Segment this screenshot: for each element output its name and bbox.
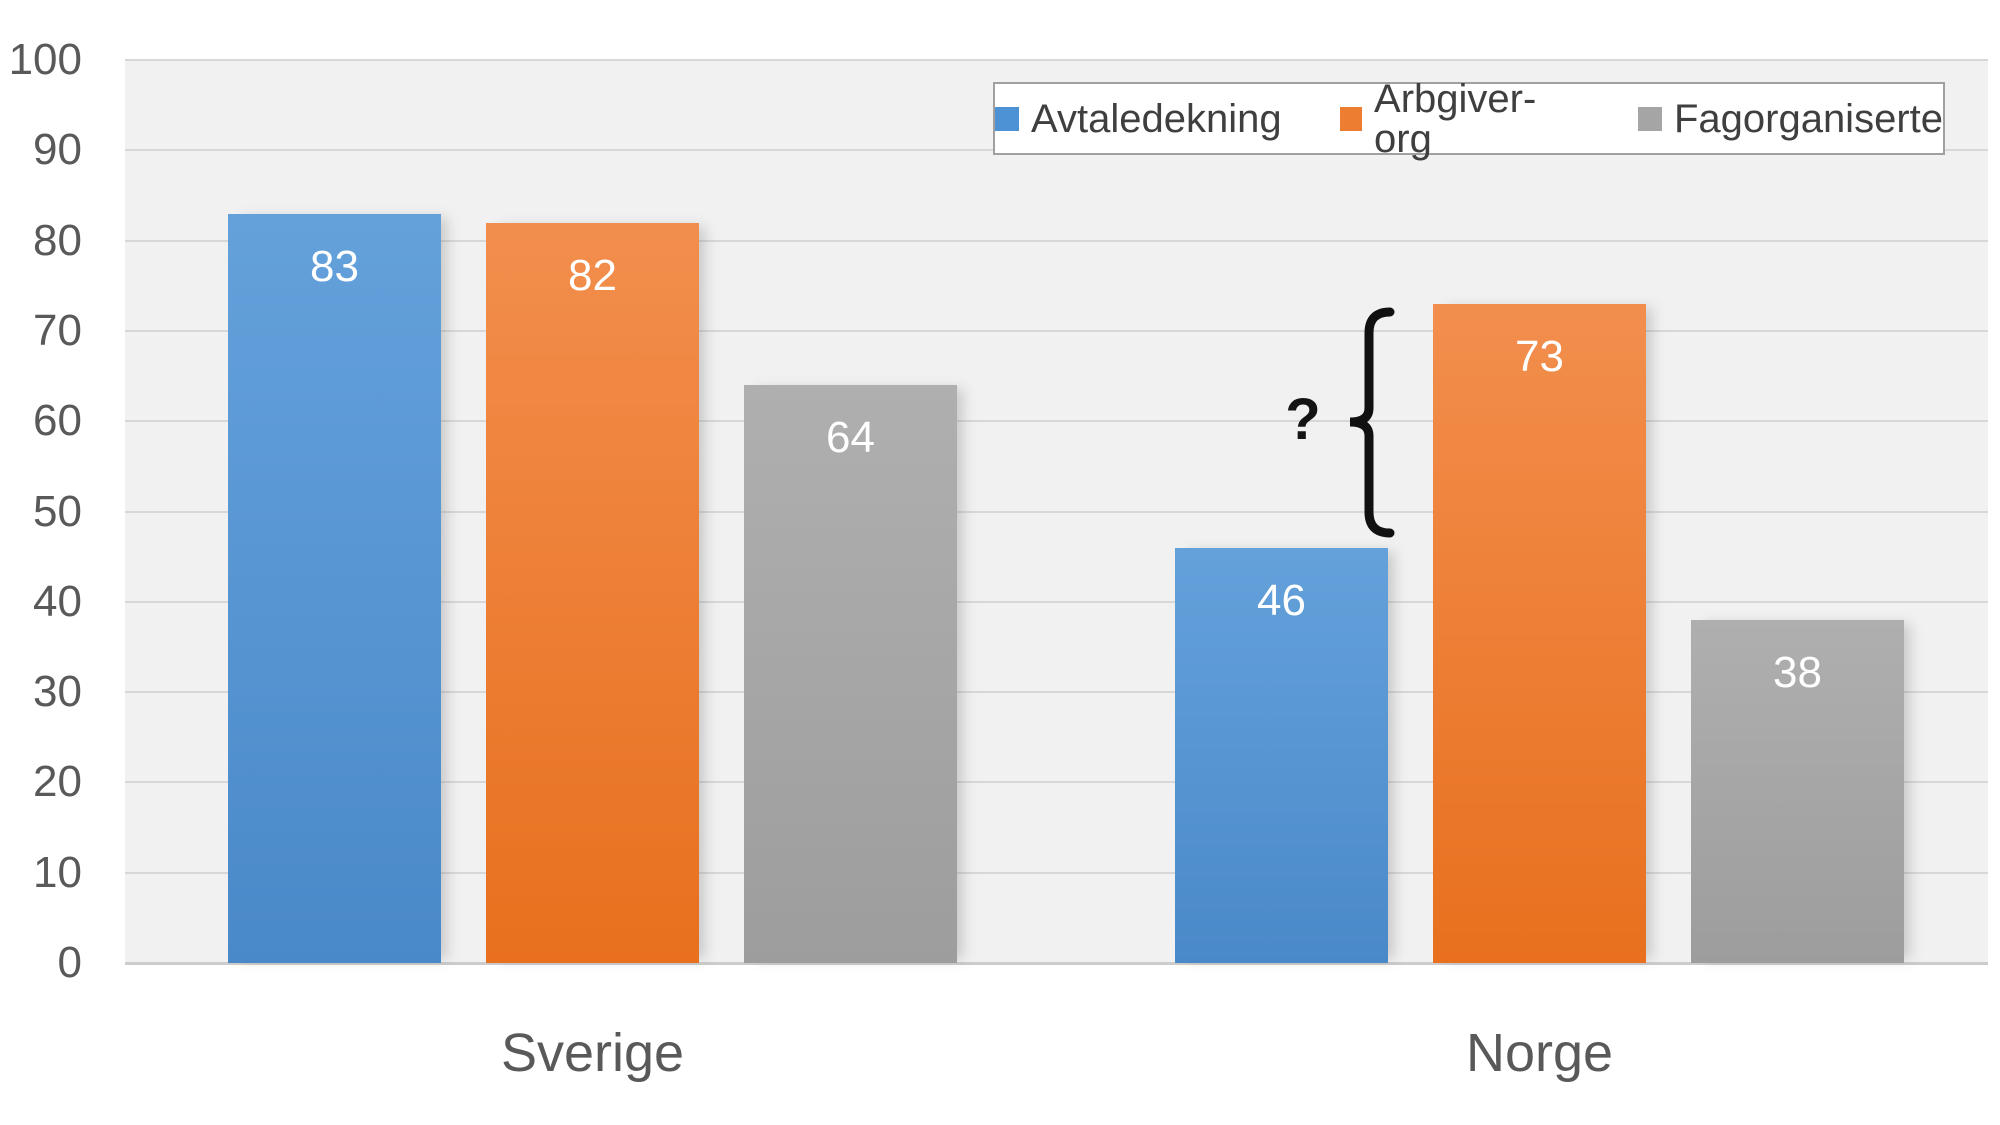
- question-mark-annotation: ?: [1285, 387, 1321, 452]
- gridline-60: [125, 420, 1988, 423]
- legend-item-fagorganiserte: Fagorganiserte: [1637, 96, 1943, 141]
- y-axis-tick-label: 10: [33, 847, 82, 897]
- bar-value-label: 73: [1515, 331, 1564, 381]
- y-axis-tick-label: 90: [33, 125, 82, 175]
- category-label-norge: Norge: [1465, 1023, 1614, 1083]
- bar-value-label: 64: [826, 413, 875, 463]
- gridline-40: [125, 600, 1988, 603]
- bar-avtaledekning-sverige: 83: [228, 213, 441, 963]
- gridline-30: [125, 691, 1988, 694]
- bar-avtaledekning-norge: 46: [1175, 547, 1388, 963]
- y-axis-tick-label: 80: [33, 215, 82, 265]
- gridline-20: [125, 781, 1988, 784]
- gridline-50: [125, 510, 1988, 513]
- gridline-10: [125, 871, 1988, 874]
- legend-swatch-icon: [1339, 106, 1363, 131]
- legend-label: Fagorganiserte: [1673, 96, 1943, 141]
- gridline-100: [125, 59, 1988, 61]
- y-axis-tick-label: 20: [33, 757, 82, 807]
- gridline-80: [125, 239, 1988, 242]
- bar-value-label: 38: [1773, 647, 1822, 697]
- brace-annotation-icon: [1349, 307, 1395, 538]
- bar-value-label: 83: [310, 241, 359, 291]
- gridline-70: [125, 329, 1988, 332]
- y-axis-tick-label: 50: [33, 486, 82, 536]
- legend-label: Avtaledekning: [1031, 96, 1282, 141]
- bar-value-label: 82: [568, 250, 617, 300]
- legend-item-arbgiver-org: Arbgiver-org: [1339, 76, 1580, 161]
- bar-arbgiver-org-norge: 73: [1433, 303, 1646, 963]
- gridline-0: [125, 962, 1988, 965]
- y-axis-tick-label: 40: [33, 576, 82, 626]
- y-axis-tick-label: 60: [33, 396, 82, 446]
- y-axis-tick-label: 100: [8, 35, 82, 84]
- legend-label: Arbgiver-org: [1374, 76, 1537, 161]
- bar-value-label: 46: [1257, 575, 1306, 625]
- legend-item-avtaledekning: Avtaledekning: [995, 99, 1282, 139]
- legend-swatch-icon: [1637, 106, 1662, 131]
- bar-arbgiver-org-sverige: 82: [486, 222, 699, 963]
- legend-swatch-icon: [995, 106, 1019, 131]
- bar-fagorganiserte-sverige: 64: [744, 385, 957, 963]
- legend: Avtaledekning Arbgiver-org Fagorganiserte: [993, 79, 1945, 159]
- y-axis-tick-label: 30: [33, 667, 82, 717]
- bar-fagorganiserte-norge: 38: [1691, 619, 1904, 963]
- y-axis-tick-label: 70: [33, 305, 82, 355]
- category-label-sverige: Sverige: [500, 1023, 685, 1083]
- y-axis-tick-label: 0: [57, 938, 82, 987]
